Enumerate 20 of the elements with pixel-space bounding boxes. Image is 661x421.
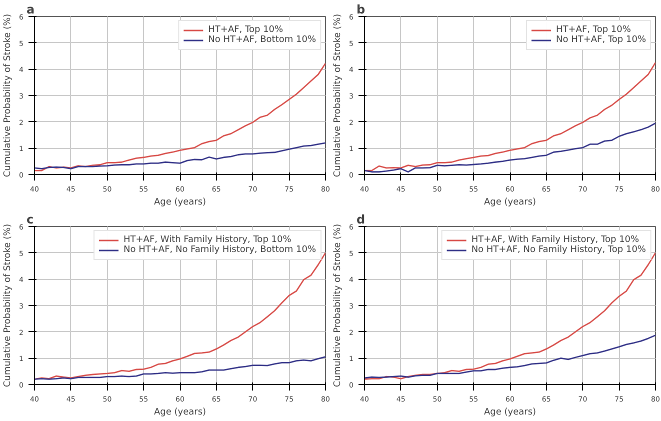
chart-title: c: [26, 212, 34, 226]
legend-label: HT+AF, With Family History, Top 10%: [124, 235, 292, 245]
chart-title: a: [26, 2, 35, 16]
legend-label: No HT+AF, Bottom 10%: [208, 35, 316, 45]
x-axis-title: Age (years): [484, 408, 536, 418]
legend-label: No HT+AF, Top 10%: [556, 35, 646, 45]
x-axis-title: Age (years): [484, 198, 536, 208]
chart-title: b: [356, 2, 366, 16]
y-axis-title: Cumulative Probability of Stroke (%): [333, 224, 344, 388]
x-axis-title: Age (years): [154, 198, 206, 208]
legend-label: No HT+AF, No Family History, Top 10%: [471, 245, 646, 255]
legend-label: HT+AF, Top 10%: [208, 25, 284, 35]
legend-label: No HT+AF, No Family History, Bottom 10%: [124, 245, 316, 255]
chart-title: d: [356, 212, 366, 226]
x-axis-title: Age (years): [154, 408, 206, 418]
legend-label: HT+AF, With Family History, Top 10%: [471, 235, 640, 245]
y-axis-title: Cumulative Probability of Stroke (%): [3, 14, 14, 178]
legend-label: HT+AF, Top 10%: [556, 25, 631, 35]
y-axis-title: Cumulative Probability of Stroke (%): [3, 224, 14, 388]
y-axis-title: Cumulative Probability of Stroke (%): [333, 14, 344, 178]
